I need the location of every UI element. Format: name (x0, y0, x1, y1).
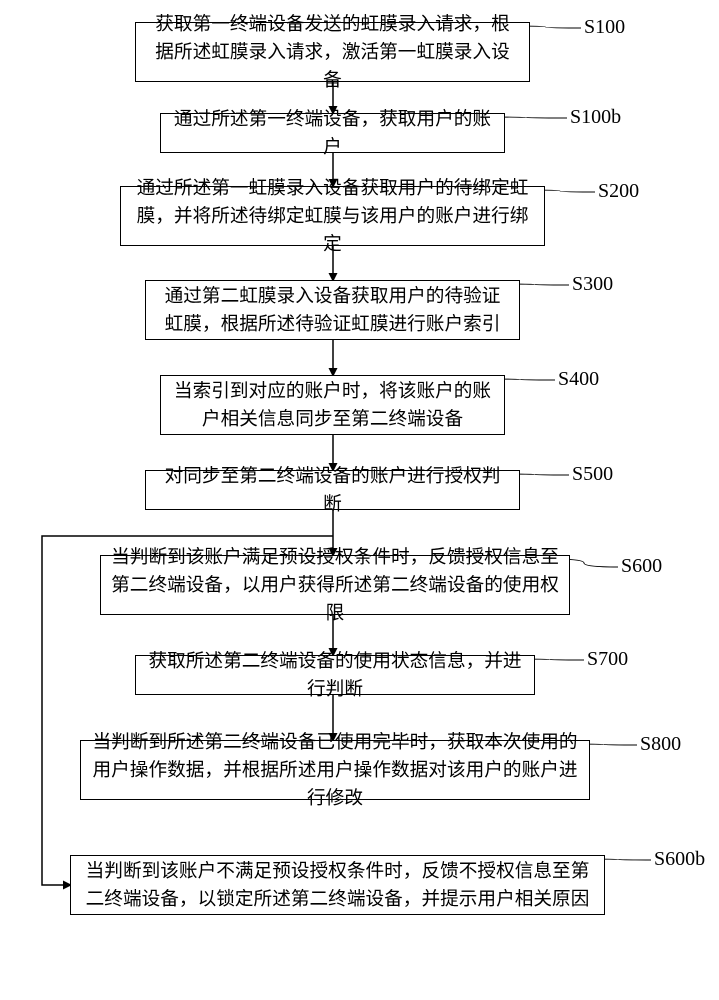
step-label-s600b: S600b (654, 848, 705, 871)
step-label-s100b: S100b (570, 106, 621, 129)
flowchart-canvas: 获取第一终端设备发送的虹膜录入请求，根据所述虹膜录入请求，激活第一虹膜录入设备 S… (0, 0, 719, 1000)
step-label-s300: S300 (572, 273, 613, 296)
step-label-s600: S600 (621, 555, 662, 578)
step-label-s100: S100 (584, 16, 625, 39)
flow-node-s400: 当索引到对应的账户时，将该账户的账户相关信息同步至第二终端设备 (160, 375, 505, 435)
flow-node-s600: 当判断到该账户满足预设授权条件时，反馈授权信息至第二终端设备，以用户获得所述第二… (100, 555, 570, 615)
flow-node-s600b: 当判断到该账户不满足预设授权条件时，反馈不授权信息至第二终端设备，以锁定所述第二… (70, 855, 605, 915)
flow-node-s700: 获取所述第二终端设备的使用状态信息，并进行判断 (135, 655, 535, 695)
flow-node-s100: 获取第一终端设备发送的虹膜录入请求，根据所述虹膜录入请求，激活第一虹膜录入设备 (135, 22, 530, 82)
step-label-s200: S200 (598, 180, 639, 203)
flow-node-s100b: 通过所述第一终端设备，获取用户的账户 (160, 113, 505, 153)
flow-node-s500: 对同步至第二终端设备的账户进行授权判断 (145, 470, 520, 510)
step-label-s500: S500 (572, 463, 613, 486)
step-label-s400: S400 (558, 368, 599, 391)
step-label-s700: S700 (587, 648, 628, 671)
flow-node-s300: 通过第二虹膜录入设备获取用户的待验证虹膜，根据所述待验证虹膜进行账户索引 (145, 280, 520, 340)
flow-node-s200: 通过所述第一虹膜录入设备获取用户的待绑定虹膜，并将所述待绑定虹膜与该用户的账户进… (120, 186, 545, 246)
flow-node-s800: 当判断到所述第二终端设备已使用完毕时，获取本次使用的用户操作数据，并根据所述用户… (80, 740, 590, 800)
step-label-s800: S800 (640, 733, 681, 756)
